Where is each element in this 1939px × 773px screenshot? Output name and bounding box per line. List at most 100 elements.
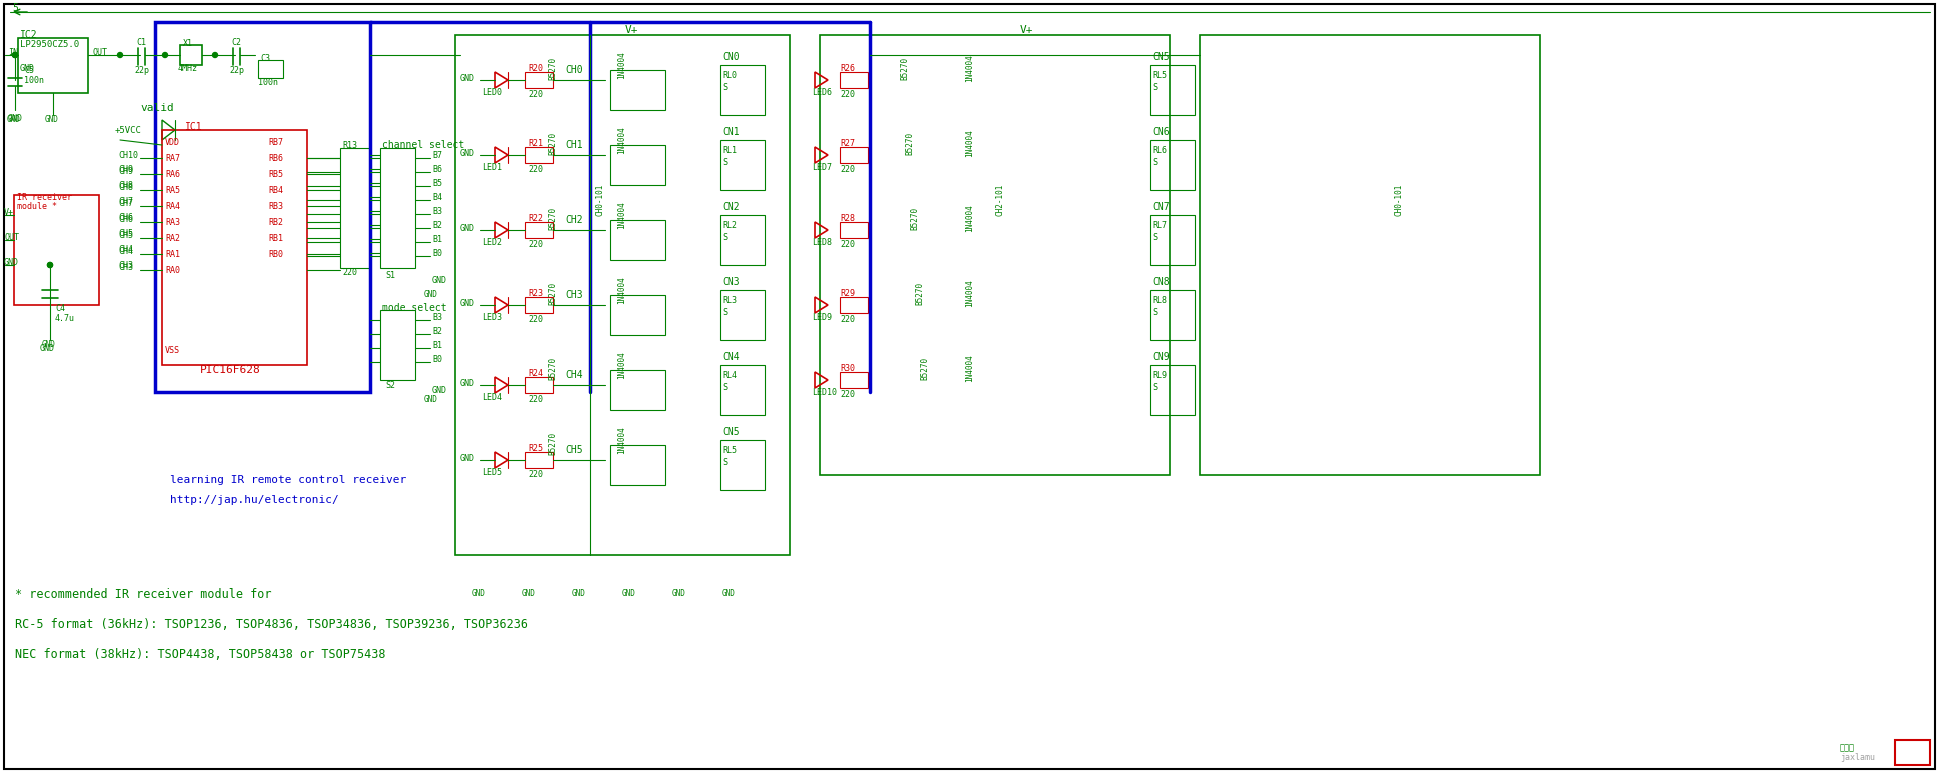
Text: learning IR remote control receiver: learning IR remote control receiver: [171, 475, 407, 485]
Text: R30: R30: [840, 363, 855, 373]
Text: B5270: B5270: [549, 206, 556, 230]
Bar: [525, 452, 553, 468]
Text: RL3: RL3: [721, 295, 737, 305]
Bar: [840, 72, 869, 88]
Text: LED5: LED5: [483, 468, 502, 476]
Text: B1: B1: [432, 234, 442, 243]
Text: S: S: [1152, 233, 1158, 241]
Bar: [525, 222, 553, 238]
Text: X1: X1: [182, 39, 194, 47]
Bar: [1150, 215, 1194, 265]
Text: LED0: LED0: [483, 87, 502, 97]
Text: B0: B0: [432, 248, 442, 257]
Bar: [163, 130, 306, 365]
Text: GND: GND: [4, 257, 19, 267]
Bar: [840, 372, 869, 388]
Text: RA3: RA3: [165, 217, 180, 226]
Text: RB5: RB5: [268, 169, 283, 179]
Bar: [820, 35, 1169, 475]
Text: B0: B0: [432, 355, 442, 363]
Text: 220: 220: [840, 240, 855, 248]
Text: RL7: RL7: [1152, 220, 1167, 230]
Text: 220: 220: [527, 165, 543, 173]
Text: IC1: IC1: [184, 122, 202, 132]
Text: mode select: mode select: [382, 303, 446, 313]
Text: GND: GND: [460, 148, 475, 158]
Bar: [1894, 740, 1929, 765]
Text: CN5: CN5: [1152, 52, 1169, 62]
Text: C5: C5: [23, 66, 35, 74]
Bar: [155, 22, 370, 392]
Text: OUT: OUT: [4, 233, 19, 241]
Text: RB7: RB7: [268, 138, 283, 147]
Text: B5: B5: [432, 179, 442, 188]
Text: RL5: RL5: [1152, 70, 1167, 80]
Bar: [719, 65, 766, 115]
Text: CH5: CH5: [118, 229, 134, 237]
Text: R23: R23: [527, 288, 543, 298]
Text: 1N4004: 1N4004: [966, 54, 973, 82]
Text: CH9: CH9: [118, 165, 134, 173]
Text: 5: 5: [12, 3, 17, 13]
Text: CH3: CH3: [118, 263, 134, 271]
Text: LED8: LED8: [812, 237, 832, 247]
Text: B5270: B5270: [549, 131, 556, 155]
Text: valid: valid: [140, 103, 175, 113]
Text: 220: 220: [341, 267, 357, 277]
Text: R27: R27: [840, 138, 855, 148]
Text: R29: R29: [840, 288, 855, 298]
Bar: [1200, 35, 1540, 475]
Text: CN8: CN8: [1152, 277, 1169, 287]
Text: 1N4004: 1N4004: [966, 279, 973, 307]
Text: R28: R28: [840, 213, 855, 223]
Text: 220: 220: [527, 469, 543, 478]
Text: 22p: 22p: [229, 66, 244, 74]
Text: GND: GND: [432, 275, 448, 284]
Text: RB0: RB0: [268, 250, 283, 258]
Text: 1N4004: 1N4004: [617, 276, 626, 304]
Text: 1N4004: 1N4004: [966, 204, 973, 232]
Text: CH0-101: CH0-101: [595, 184, 605, 216]
Text: C4: C4: [54, 304, 66, 312]
Text: GND: GND: [425, 290, 438, 298]
Text: GND: GND: [460, 73, 475, 83]
Text: LED1: LED1: [483, 162, 502, 172]
Text: B5270: B5270: [915, 281, 925, 305]
Text: +5VCC: +5VCC: [114, 125, 142, 135]
Text: CH9: CH9: [118, 166, 134, 175]
Text: R22: R22: [527, 213, 543, 223]
Text: 220: 220: [840, 90, 855, 98]
Bar: [17, 38, 87, 93]
Text: CH7: CH7: [118, 199, 134, 207]
Bar: [840, 222, 869, 238]
Text: CH8: CH8: [118, 182, 134, 192]
Bar: [840, 147, 869, 163]
Bar: [1150, 365, 1194, 415]
Text: RL5: RL5: [721, 445, 737, 455]
Text: RA0: RA0: [165, 265, 180, 274]
Text: LED10: LED10: [812, 387, 838, 397]
Text: RB3: RB3: [268, 202, 283, 210]
Text: VDD: VDD: [165, 138, 180, 147]
Text: RL1: RL1: [721, 145, 737, 155]
Text: S: S: [1152, 383, 1158, 391]
Text: R24: R24: [527, 369, 543, 377]
Text: 220: 220: [840, 390, 855, 399]
Text: CN0: CN0: [721, 52, 739, 62]
Bar: [525, 377, 553, 393]
Text: NEC format (38kHz): TSOP4438, TSOP58438 or TSOP75438: NEC format (38kHz): TSOP4438, TSOP58438 …: [16, 649, 386, 662]
Text: RA1: RA1: [165, 250, 180, 258]
Text: channel select: channel select: [382, 140, 463, 150]
Bar: [611, 370, 665, 410]
Text: RL8: RL8: [1152, 295, 1167, 305]
Text: CH7: CH7: [118, 196, 134, 206]
Text: LED7: LED7: [812, 162, 832, 172]
Text: R21: R21: [527, 138, 543, 148]
Text: GND: GND: [522, 590, 535, 598]
Text: GND: GND: [43, 339, 56, 349]
Text: GND: GND: [673, 590, 686, 598]
Text: GND: GND: [572, 590, 586, 598]
Text: B7: B7: [432, 151, 442, 159]
Text: GND: GND: [460, 379, 475, 387]
Text: RB4: RB4: [268, 186, 283, 195]
